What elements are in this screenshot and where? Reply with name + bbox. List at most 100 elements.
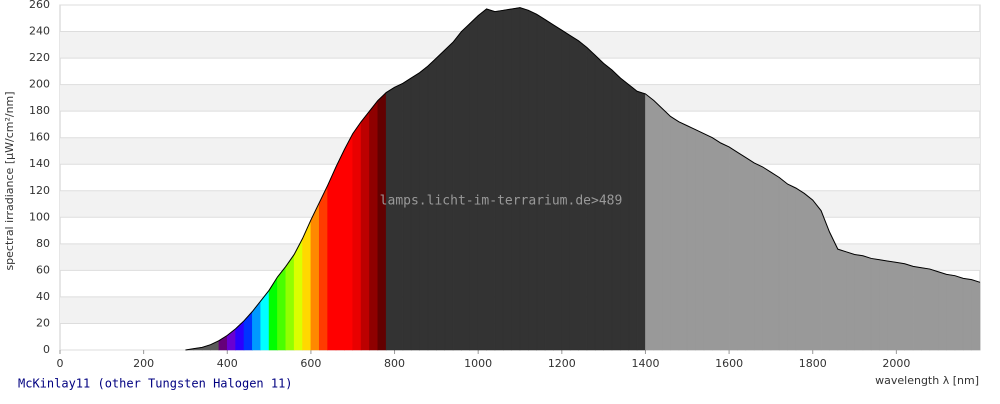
x-axis-label: wavelength λ [nm] <box>875 374 979 387</box>
x-tick-label: 800 <box>384 357 405 370</box>
y-tick-label: 20 <box>36 316 50 329</box>
area-segment <box>661 107 671 351</box>
area-segment <box>344 133 354 351</box>
area-segment <box>410 72 420 351</box>
area-segment <box>536 13 546 351</box>
area-segment <box>770 171 780 351</box>
area-segment <box>896 262 906 351</box>
area-segment <box>335 149 345 351</box>
area-segment <box>720 142 730 351</box>
area-segment <box>628 83 638 351</box>
watermark: lamps.licht-im-terrarium.de>489 <box>380 194 623 209</box>
y-tick-label: 60 <box>36 263 50 276</box>
x-tick-label: 0 <box>57 357 64 370</box>
area-segment <box>469 14 479 351</box>
area-segment <box>762 166 772 351</box>
area-segment <box>553 24 563 351</box>
area-segment <box>845 251 855 351</box>
area-segment <box>352 120 362 351</box>
y-tick-label: 140 <box>29 157 50 170</box>
area-segment <box>360 110 370 351</box>
area-segment <box>829 231 839 351</box>
area-segment <box>921 267 931 351</box>
x-tick-label: 1400 <box>631 357 659 370</box>
y-tick-label: 40 <box>36 290 50 303</box>
x-tick-label: 1000 <box>464 357 492 370</box>
x-tick-label: 1800 <box>799 357 827 370</box>
outline <box>185 7 981 351</box>
area-segment <box>937 271 947 351</box>
y-tick-label: 180 <box>29 104 50 117</box>
area-segment <box>385 86 395 351</box>
area-segment <box>277 265 287 351</box>
area-segment <box>528 9 538 351</box>
y-tick-label: 240 <box>29 25 50 38</box>
area-segment <box>787 183 797 351</box>
area-segment <box>912 266 922 351</box>
area-segment <box>494 9 504 351</box>
y-tick-label: 160 <box>29 131 50 144</box>
x-tick-label: 1200 <box>548 357 576 370</box>
area-segment <box>954 275 964 351</box>
area-segment <box>636 90 646 351</box>
area-segment <box>653 99 663 351</box>
area-segment <box>678 121 688 351</box>
area-segment <box>929 268 939 351</box>
area-segment <box>210 340 220 351</box>
area-segment <box>971 279 981 351</box>
x-tick-label: 200 <box>133 357 154 370</box>
y-axis-label: spectral irradiance [µW/cm²/nm] <box>3 91 16 270</box>
x-tick-label: 600 <box>300 357 321 370</box>
area-segment <box>486 8 496 351</box>
area-segment <box>804 192 814 351</box>
series-name: McKinlay11 (other Tungsten Halogen 11) <box>18 377 293 391</box>
area-segment <box>645 93 655 351</box>
y-tick-label: 80 <box>36 237 50 250</box>
area-segment <box>862 255 872 351</box>
y-tick-label: 0 <box>43 343 50 356</box>
area-segment <box>293 238 303 351</box>
area-segment <box>962 277 972 351</box>
area-segment <box>394 82 404 351</box>
area-segment <box>820 210 830 351</box>
area-segment <box>285 253 295 351</box>
x-tick-label: 2000 <box>882 357 910 370</box>
y-tick-label: 120 <box>29 184 50 197</box>
area-segment <box>778 176 788 351</box>
area-segment <box>837 248 847 351</box>
area-segment <box>544 19 554 351</box>
x-tick-label: 400 <box>217 357 238 370</box>
y-tick-label: 260 <box>29 0 50 11</box>
area-segment <box>854 254 864 351</box>
area-segment <box>745 157 755 351</box>
area-segment <box>318 185 328 351</box>
area-segment <box>887 260 897 351</box>
area-segment <box>812 199 822 351</box>
area-segment <box>327 166 337 351</box>
area-segment <box>310 202 320 351</box>
area-segment <box>703 133 713 351</box>
area-segment <box>561 29 571 351</box>
area-segment <box>511 7 521 351</box>
area-segment <box>302 219 312 351</box>
area-segment <box>686 125 696 351</box>
y-tick-label: 220 <box>29 51 50 64</box>
area-segment <box>728 146 738 351</box>
area-segment <box>620 77 630 351</box>
area-segment <box>402 77 412 351</box>
area-segment <box>477 8 487 351</box>
area-segment <box>502 8 512 351</box>
area-segment <box>753 162 763 351</box>
area-segment <box>904 263 914 351</box>
x-tick-label: 1600 <box>715 357 743 370</box>
area-segment <box>795 187 805 351</box>
area-segment <box>695 129 705 351</box>
area-segment <box>879 259 889 351</box>
area-segment <box>377 91 387 351</box>
area-segment <box>946 274 956 351</box>
area-segment <box>712 137 722 351</box>
area-segment <box>737 151 747 351</box>
area-segment <box>611 69 621 351</box>
area-segment <box>870 258 880 351</box>
